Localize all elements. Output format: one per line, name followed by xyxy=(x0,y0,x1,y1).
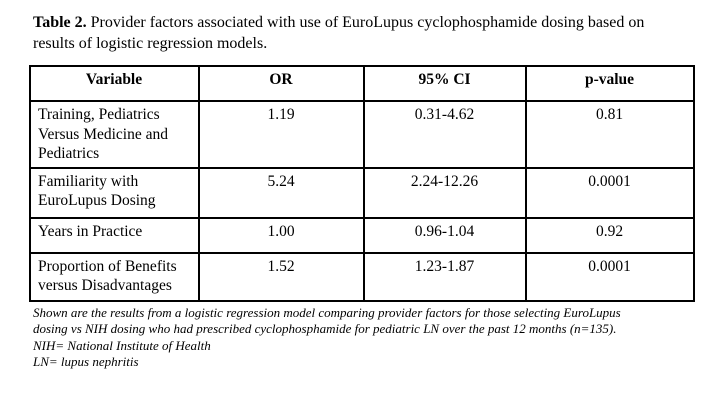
cell-ci: 1.23-1.87 xyxy=(363,251,527,302)
cell-ci: 0.31-4.62 xyxy=(363,100,527,169)
header-cell-ci: 95% CI xyxy=(363,65,527,102)
cell-variable: Training, Pediatrics Versus Medicine and… xyxy=(29,100,200,169)
cell-variable: Proportion of Benefits versus Disadvanta… xyxy=(29,251,200,302)
table-header: Variable OR 95% CI p-value xyxy=(29,65,695,102)
table-row: Years in Practice 1.00 0.96-1.04 0.92 xyxy=(29,216,695,254)
footnote-line: NIH= National Institute of Health xyxy=(33,337,211,353)
cell-variable: Familiarity with EuroLupus Dosing xyxy=(29,166,200,219)
table-header-row: Variable OR 95% CI p-value xyxy=(29,65,695,102)
table-row: Familiarity with EuroLupus Dosing 5.24 2… xyxy=(29,166,695,219)
logistic-regression-table: Variable OR 95% CI p-value Training, Ped… xyxy=(29,65,695,302)
table-caption-text-line1: Provider factors associated with use of … xyxy=(86,14,645,31)
cell-pvalue: 0.0001 xyxy=(525,251,695,302)
cell-pvalue: 0.81 xyxy=(525,100,695,169)
table-row: Proportion of Benefits versus Disadvanta… xyxy=(29,251,695,302)
cell-ci: 0.96-1.04 xyxy=(363,216,527,254)
page-content: Table 2. Provider factors associated wit… xyxy=(29,12,705,371)
cell-or: 1.52 xyxy=(198,251,365,302)
cell-ci: 2.24-12.26 xyxy=(363,166,527,219)
table-footnote: Shown are the results from a logistic re… xyxy=(33,305,705,371)
footnote-line: dosing vs NIH dosing who had prescribed … xyxy=(33,321,617,336)
footnote-line: LN= lupus nephritis xyxy=(33,354,139,369)
header-cell-variable: Variable xyxy=(29,65,200,102)
header-cell-pvalue: p-value xyxy=(525,65,695,102)
cell-variable: Years in Practice xyxy=(29,216,200,254)
cell-or: 1.00 xyxy=(198,216,365,254)
cell-or: 1.19 xyxy=(198,100,365,169)
table-body: Training, Pediatrics Versus Medicine and… xyxy=(29,100,695,302)
table-caption: Table 2. Provider factors associated wit… xyxy=(33,12,705,54)
footnote-line: Shown are the results from a logistic re… xyxy=(33,304,621,320)
table-caption-text-line2: results of logistic regression models. xyxy=(33,35,268,52)
cell-pvalue: 0.92 xyxy=(525,216,695,254)
table-row: Training, Pediatrics Versus Medicine and… xyxy=(29,100,695,169)
cell-or: 5.24 xyxy=(198,166,365,219)
cell-pvalue: 0.0001 xyxy=(525,166,695,219)
header-cell-or: OR xyxy=(198,65,365,102)
table-caption-number: Table 2. xyxy=(33,14,87,31)
